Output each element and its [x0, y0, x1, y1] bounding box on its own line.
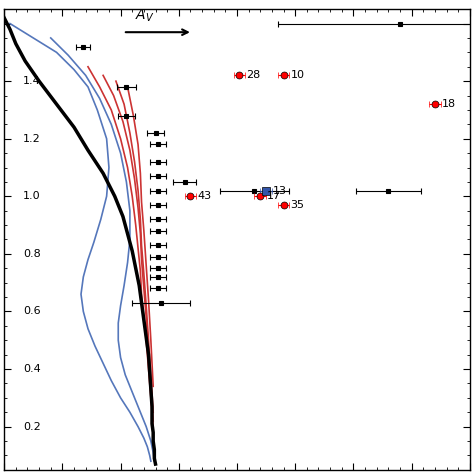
- Text: 1.0: 1.0: [23, 191, 40, 201]
- Text: 1.4: 1.4: [23, 76, 41, 86]
- Text: 17: 17: [267, 191, 282, 201]
- Text: 43: 43: [197, 191, 211, 201]
- Text: 10: 10: [291, 70, 305, 81]
- Text: 18: 18: [442, 99, 456, 109]
- Text: 0.2: 0.2: [23, 422, 41, 432]
- Text: $A_V$: $A_V$: [135, 7, 154, 24]
- Text: 13: 13: [273, 185, 287, 196]
- Text: 0.4: 0.4: [23, 364, 41, 374]
- Text: 1.2: 1.2: [23, 134, 41, 144]
- Text: 0.6: 0.6: [23, 307, 40, 317]
- Text: 28: 28: [246, 70, 261, 81]
- Text: 0.8: 0.8: [23, 249, 41, 259]
- Text: 35: 35: [291, 200, 305, 210]
